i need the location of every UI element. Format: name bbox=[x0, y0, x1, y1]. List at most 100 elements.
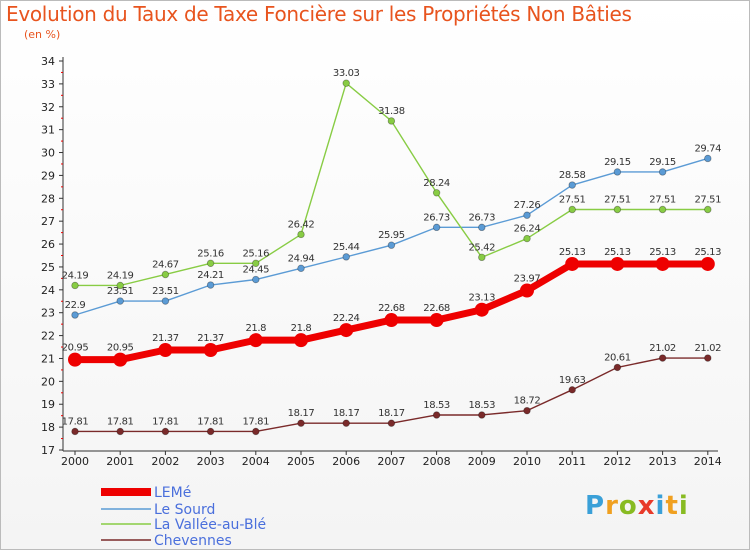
data-label-la-vall-e-au-bl-: 33.03 bbox=[333, 68, 360, 79]
y-tick-label: 23 bbox=[41, 307, 55, 320]
data-point-la-vall-e-au-bl- bbox=[342, 79, 350, 87]
data-point-le-sourd bbox=[342, 253, 350, 261]
data-label-le-sourd: 25.95 bbox=[378, 230, 405, 241]
data-point-chevennes bbox=[568, 386, 576, 394]
y-tick-label: 31 bbox=[41, 124, 55, 137]
logo-letter: i bbox=[678, 491, 689, 521]
data-label-la-vall-e-au-bl-: 24.67 bbox=[152, 259, 179, 270]
data-point-la-vall-e-au-bl- bbox=[523, 234, 531, 243]
data-label-la-vall-e-au-bl-: 28.24 bbox=[423, 178, 450, 189]
data-label-le-sourd: 29.74 bbox=[694, 143, 721, 154]
data-label-chevennes: 17.81 bbox=[152, 416, 179, 427]
y-tick-label: 24 bbox=[41, 284, 55, 297]
data-point-la-vall-e-au-bl- bbox=[658, 205, 667, 214]
x-tick-label: 2007 bbox=[377, 455, 405, 468]
data-label-chevennes: 21.02 bbox=[694, 343, 721, 354]
x-tick-label: 2001 bbox=[106, 455, 134, 468]
data-point-lem- bbox=[113, 352, 128, 367]
data-label-lem-: 25.13 bbox=[559, 247, 586, 258]
data-point-le-sourd bbox=[613, 168, 622, 176]
data-label-le-sourd: 24.94 bbox=[288, 253, 315, 264]
data-label-lem-: 21.37 bbox=[197, 333, 224, 344]
y-tick-label: 32 bbox=[41, 101, 55, 114]
data-label-le-sourd: 24.45 bbox=[242, 265, 269, 276]
x-tick-label: 2008 bbox=[423, 455, 451, 468]
data-label-lem-: 21.37 bbox=[152, 333, 179, 344]
data-label-lem-: 20.95 bbox=[62, 343, 89, 354]
chart-subtitle: (en %) bbox=[24, 28, 61, 41]
data-point-la-vall-e-au-bl- bbox=[387, 117, 396, 125]
data-point-lem- bbox=[248, 333, 263, 348]
data-label-le-sourd: 23.51 bbox=[152, 286, 179, 297]
data-label-lem-: 25.13 bbox=[604, 247, 631, 258]
data-point-le-sourd bbox=[297, 264, 305, 273]
y-tick-label: 34 bbox=[41, 55, 55, 68]
data-label-lem-: 21.8 bbox=[245, 323, 266, 334]
data-point-la-vall-e-au-bl- bbox=[704, 205, 712, 214]
data-label-chevennes: 18.53 bbox=[423, 400, 450, 411]
data-label-le-sourd: 29.15 bbox=[649, 157, 676, 168]
data-point-lem- bbox=[429, 313, 444, 328]
data-label-la-vall-e-au-bl-: 24.19 bbox=[107, 270, 134, 281]
chart-title: Evolution du Taux de Taxe Foncière sur l… bbox=[6, 2, 632, 26]
data-label-la-vall-e-au-bl-: 27.51 bbox=[649, 195, 676, 206]
data-point-chevennes bbox=[523, 406, 531, 415]
legend-label-la-vall-e-au-bl-: La Vallée-au-Blé bbox=[154, 517, 266, 533]
data-point-lem- bbox=[474, 302, 489, 317]
y-tick-label: 20 bbox=[41, 375, 55, 388]
data-point-chevennes bbox=[613, 363, 622, 372]
data-point-lem- bbox=[610, 256, 625, 271]
data-label-le-sourd: 27.26 bbox=[514, 200, 541, 211]
data-label-le-sourd: 26.73 bbox=[468, 212, 495, 223]
data-point-chevennes bbox=[342, 419, 350, 427]
data-point-chevennes bbox=[658, 354, 667, 362]
data-point-le-sourd bbox=[704, 154, 712, 163]
x-tick-label: 2005 bbox=[287, 455, 315, 468]
data-point-la-vall-e-au-bl- bbox=[568, 205, 576, 214]
data-label-lem-: 25.13 bbox=[694, 247, 721, 258]
data-label-lem-: 22.24 bbox=[333, 313, 360, 324]
data-point-la-vall-e-au-bl- bbox=[252, 259, 260, 267]
legend-label-chevennes: Chevennes bbox=[154, 533, 232, 549]
data-point-lem- bbox=[294, 333, 308, 348]
data-point-le-sourd bbox=[658, 168, 667, 176]
data-point-chevennes bbox=[206, 427, 215, 436]
data-point-la-vall-e-au-bl- bbox=[116, 281, 124, 290]
data-point-le-sourd bbox=[161, 297, 170, 305]
data-label-la-vall-e-au-bl-: 27.51 bbox=[559, 195, 586, 206]
legend-label-le-sourd: Le Sourd bbox=[154, 502, 215, 518]
logo-letter: x bbox=[637, 491, 656, 521]
data-point-le-sourd bbox=[568, 181, 576, 189]
data-point-le-sourd bbox=[432, 223, 441, 232]
x-tick-label: 2003 bbox=[197, 455, 225, 468]
data-point-chevennes bbox=[252, 427, 260, 436]
data-label-chevennes: 19.63 bbox=[559, 375, 586, 386]
data-label-la-vall-e-au-bl-: 26.24 bbox=[514, 224, 541, 235]
data-label-la-vall-e-au-bl-: 24.19 bbox=[62, 270, 89, 281]
data-label-chevennes: 17.81 bbox=[62, 416, 89, 427]
data-label-chevennes: 17.81 bbox=[242, 416, 269, 427]
y-tick-label: 30 bbox=[41, 147, 55, 160]
data-label-chevennes: 18.72 bbox=[514, 396, 541, 407]
data-point-chevennes bbox=[704, 354, 712, 362]
data-label-lem-: 25.13 bbox=[649, 247, 676, 258]
data-label-chevennes: 18.53 bbox=[468, 400, 495, 411]
logo-letter: o bbox=[618, 491, 638, 521]
x-tick-label: 2009 bbox=[468, 455, 496, 468]
data-point-le-sourd bbox=[387, 241, 396, 249]
data-label-la-vall-e-au-bl-: 25.16 bbox=[197, 248, 224, 259]
data-point-lem- bbox=[384, 313, 399, 328]
y-tick-label: 25 bbox=[41, 261, 55, 274]
data-point-le-sourd bbox=[523, 211, 531, 219]
x-tick-label: 2010 bbox=[513, 455, 541, 468]
x-tick-label: 2013 bbox=[649, 455, 677, 468]
y-tick-label: 22 bbox=[41, 330, 55, 343]
x-tick-label: 2012 bbox=[603, 455, 631, 468]
data-label-lem-: 23.13 bbox=[468, 293, 495, 304]
y-tick-label: 21 bbox=[41, 352, 55, 365]
data-label-lem-: 20.95 bbox=[107, 343, 134, 354]
proxiti-logo: Proxiti bbox=[585, 491, 689, 521]
data-point-lem- bbox=[655, 256, 670, 271]
data-label-la-vall-e-au-bl-: 25.42 bbox=[468, 242, 495, 253]
